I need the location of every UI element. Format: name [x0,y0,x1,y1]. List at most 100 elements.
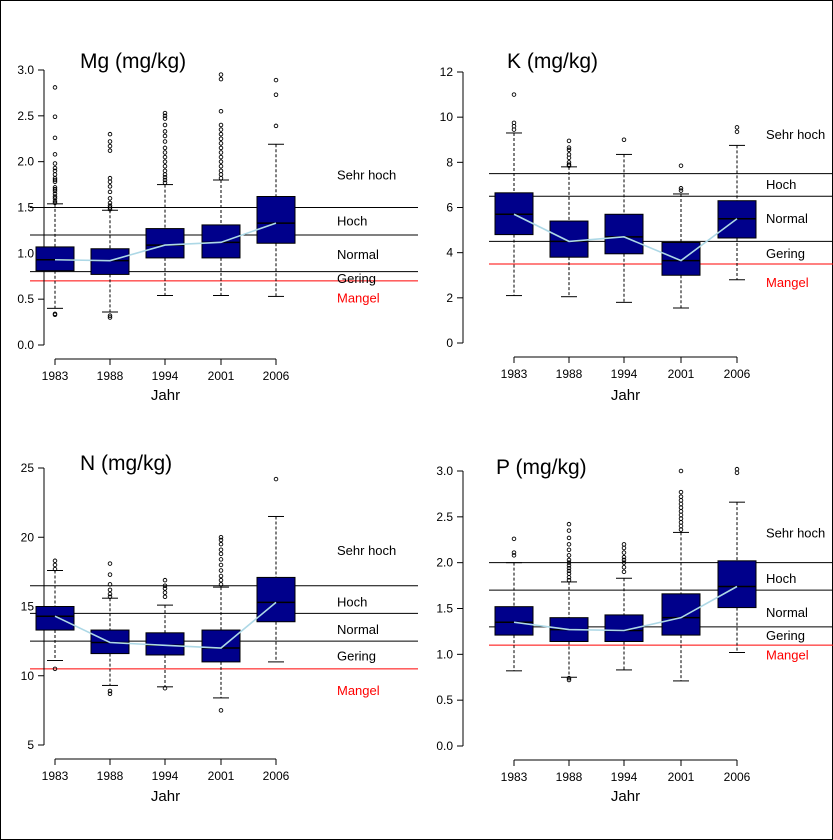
y-tick-label: 10 [440,110,454,124]
iqr-box [90,248,130,275]
outlier-point [273,123,279,129]
median-trend-line [54,222,277,262]
outlier-point [218,562,224,568]
outlier-point [162,174,168,180]
outlier-point [52,666,58,672]
outlier-point [218,168,224,174]
box-2006 [717,466,757,653]
median-trend-line [54,601,277,649]
outlier-point [107,688,113,694]
iqr-box [256,196,296,244]
outlier-point [621,550,627,555]
outlier-point [218,541,224,547]
outlier-point [218,127,224,132]
outlier-point [218,122,224,128]
outlier-point [52,135,58,141]
x-axis-title: Jahr [151,788,180,805]
level-label: Hoch [766,177,796,192]
outlier-point [52,177,58,183]
x-tick-label: 1983 [501,770,528,784]
x-tick-label: 1994 [611,770,638,784]
level-label: Hoch [337,594,367,609]
outlier-point [162,145,168,151]
outlier-point [218,163,224,169]
x-tick-label: 1983 [42,369,69,383]
y-tick-label: 0.5 [17,292,34,306]
outlier-point [566,557,572,563]
iqr-box [35,606,75,631]
outlier-point [566,152,572,157]
outlier-point [218,535,224,540]
iqr-box [201,224,241,259]
outlier-point [162,133,168,139]
outlier-point [107,139,113,144]
outlier-point [52,191,58,196]
level-label: Gering [337,648,376,663]
outlier-point [566,528,572,533]
outlier-point [162,113,168,119]
chart-panel: 0 2 4 6 8 10 12 1983 1988 1994 2001 2006 Sehr hoch Ho… [440,50,833,404]
outlier-point [107,315,113,320]
outlier-point [734,129,740,135]
y-tick-label: 0.0 [436,739,453,753]
y-tick-label: 2.0 [17,155,34,169]
outlier-point [511,120,517,126]
y-tick-label: 20 [21,530,35,544]
outlier-point [107,587,113,593]
outlier-point [621,542,627,547]
outlier-point [52,198,58,204]
outlier-point [678,468,684,474]
box-2001 [661,163,701,309]
x-tick-label: 1988 [556,367,583,381]
outlier-point [566,542,572,547]
outlier-point [52,85,58,90]
x-tick-label: 2001 [668,770,695,784]
level-label: Normal [337,247,379,262]
y-tick-label: 8 [446,155,453,169]
x-tick-label: 1983 [42,769,69,783]
outlier-point [566,162,572,167]
outlier-point [218,141,224,146]
chart-title: N (mg/kg) [80,452,172,475]
outlier-point [107,591,113,597]
outlier-point [107,572,113,577]
x-tick-label: 2001 [208,369,235,383]
y-tick-label: 6 [446,201,453,215]
outlier-point [566,547,572,553]
iqr-box [35,246,75,272]
chart-panel: 0.0 0.5 1.0 1.5 2.0 2.5 3.0 1983 1988 1994 2001 200… [436,456,833,805]
y-tick-label: 5 [27,738,34,752]
outlier-point [566,568,572,574]
outlier-point [566,553,572,558]
outlier-point [162,159,168,164]
outlier-point [218,136,224,141]
outlier-point [566,563,572,568]
y-tick-label: 2.5 [17,109,34,123]
outlier-point [621,569,627,575]
outlier-point [107,131,113,137]
iqr-box [717,560,757,609]
outlier-point [107,561,113,566]
x-tick-label: 1994 [152,369,179,383]
outlier-point [218,568,224,573]
outlier-point [52,165,58,171]
chart-panel: 5 10 15 20 25 1983 1988 1994 2001 2006 Sehr hoch Ho… [21,452,418,805]
outlier-point [162,590,168,595]
outlier-point [52,114,58,119]
median-trend-line [513,585,738,632]
outlier-point [621,137,627,142]
iqr-box [256,576,296,623]
outlier-point [162,168,168,174]
outlier-point [566,677,572,683]
outlier-point [107,203,113,208]
outlier-point [566,565,572,571]
level-label: Sehr hoch [337,543,396,558]
outlier-point [52,194,58,199]
outlier-point [218,145,224,151]
outlier-point [162,150,168,155]
outlier-point [566,160,572,165]
outlier-point [107,205,113,210]
box-1988 [90,131,130,320]
outlier-point [107,691,113,697]
outlier-point [107,200,113,206]
